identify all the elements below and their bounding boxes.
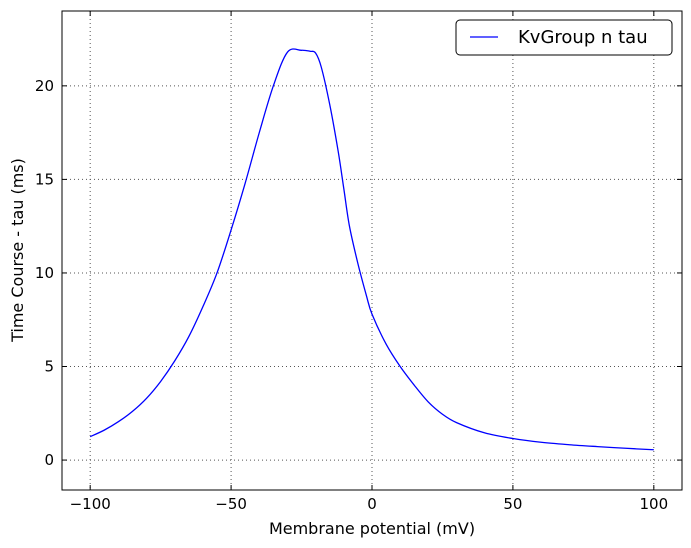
series-line <box>89 48 654 451</box>
tick-labels: −100 −50 0 50 100 0 5 10 15 20 <box>35 77 668 513</box>
legend: KvGroup n tau <box>455 19 673 56</box>
y-tick-label: 0 <box>44 451 54 469</box>
legend-box <box>455 19 673 56</box>
x-axis-label: Membrane potential (mV) <box>269 519 475 538</box>
grid <box>62 11 682 490</box>
legend-label: KvGroup n tau <box>518 27 648 48</box>
ticks <box>62 11 682 490</box>
x-tick-label: −100 <box>70 495 111 513</box>
y-tick-label: 20 <box>35 77 54 95</box>
y-tick-label: 5 <box>44 358 54 376</box>
x-tick-label: 50 <box>503 495 522 513</box>
y-axis-label: Time Course - tau (ms) <box>8 158 27 343</box>
x-tick-label: −50 <box>215 495 247 513</box>
x-tick-label: 0 <box>367 495 377 513</box>
series-layer <box>89 48 654 451</box>
y-tick-label: 10 <box>35 264 54 282</box>
y-tick-label: 15 <box>35 170 54 188</box>
x-tick-label: 100 <box>639 495 668 513</box>
